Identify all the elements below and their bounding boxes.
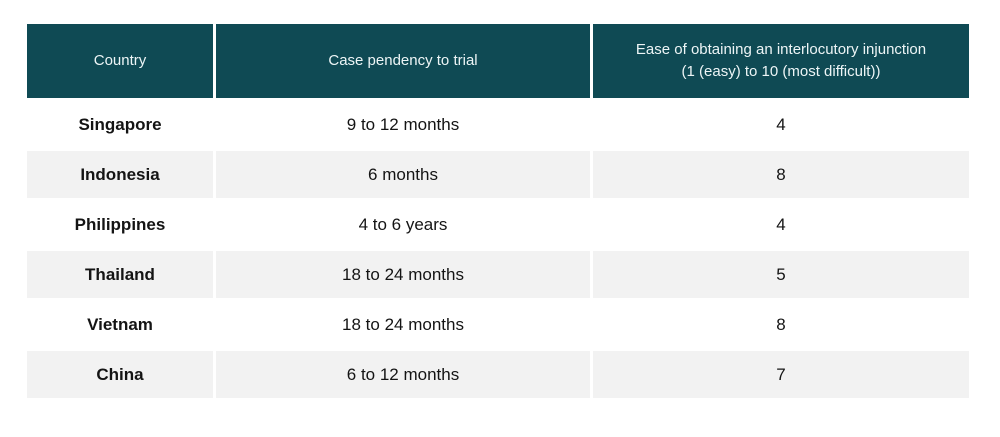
injunction-comparison-table-wrap: Country Case pendency to trial Ease of o… xyxy=(24,21,972,401)
header-row: Country Case pendency to trial Ease of o… xyxy=(27,24,969,98)
pendency-cell: 6 months xyxy=(216,151,590,198)
injunction-comparison-table: Country Case pendency to trial Ease of o… xyxy=(24,21,972,401)
header-cell-country: Country xyxy=(27,24,213,98)
ease-cell: 4 xyxy=(593,101,969,148)
table-row-thailand: Thailand 18 to 24 months 5 xyxy=(27,251,969,298)
header-cell-ease: Ease of obtaining an interlocutory injun… xyxy=(593,24,969,98)
ease-cell: 8 xyxy=(593,151,969,198)
pendency-cell: 4 to 6 years xyxy=(216,201,590,248)
table-body: Singapore 9 to 12 months 4 Indonesia 6 m… xyxy=(27,101,969,398)
ease-cell: 7 xyxy=(593,351,969,398)
table-header: Country Case pendency to trial Ease of o… xyxy=(27,24,969,98)
header-cell-pendency: Case pendency to trial xyxy=(216,24,590,98)
country-cell: China xyxy=(27,351,213,398)
table-row-philippines: Philippines 4 to 6 years 4 xyxy=(27,201,969,248)
pendency-cell: 18 to 24 months xyxy=(216,301,590,348)
table-row-china: China 6 to 12 months 7 xyxy=(27,351,969,398)
table-row-singapore: Singapore 9 to 12 months 4 xyxy=(27,101,969,148)
table-row-indonesia: Indonesia 6 months 8 xyxy=(27,151,969,198)
pendency-cell: 9 to 12 months xyxy=(216,101,590,148)
country-cell: Indonesia xyxy=(27,151,213,198)
table-row-vietnam: Vietnam 18 to 24 months 8 xyxy=(27,301,969,348)
pendency-cell: 6 to 12 months xyxy=(216,351,590,398)
country-cell: Vietnam xyxy=(27,301,213,348)
ease-cell: 8 xyxy=(593,301,969,348)
country-cell: Singapore xyxy=(27,101,213,148)
ease-cell: 5 xyxy=(593,251,969,298)
ease-cell: 4 xyxy=(593,201,969,248)
country-cell: Thailand xyxy=(27,251,213,298)
country-cell: Philippines xyxy=(27,201,213,248)
pendency-cell: 18 to 24 months xyxy=(216,251,590,298)
